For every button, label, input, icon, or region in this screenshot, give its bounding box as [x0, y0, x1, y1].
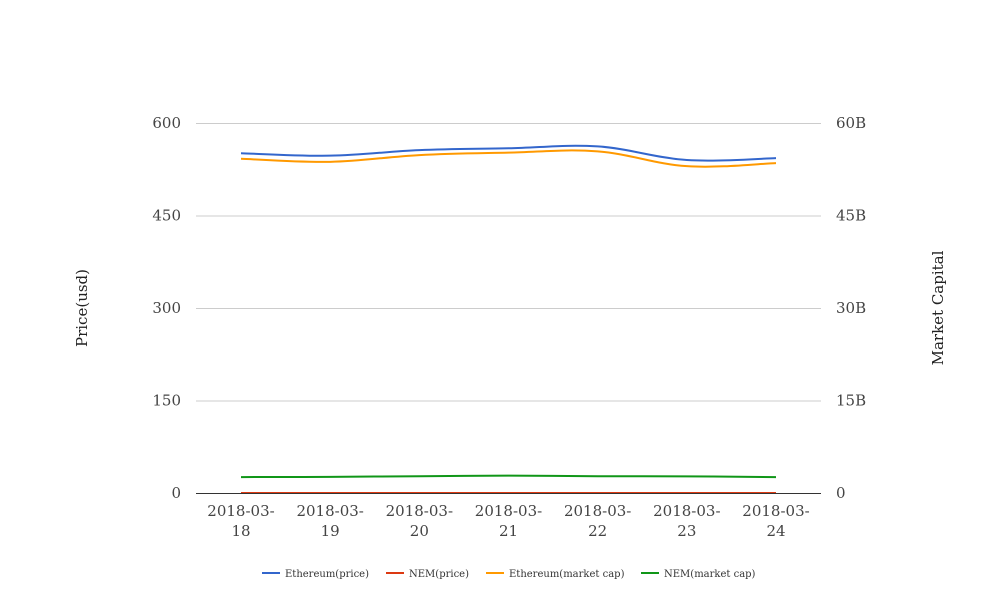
legend: Ethereum(price) NEM(price) Ethereum(market… — [262, 569, 756, 580]
x-tick-label: 2018-03-21 — [475, 502, 542, 540]
right-tick-label: 30B — [836, 299, 866, 317]
legend-item: Ethereum(market cap) — [486, 569, 625, 580]
legend-label: Ethereum(price) — [285, 569, 369, 580]
legend-item: Ethereum(price) — [262, 569, 369, 580]
x-tick-label: 2018-03-22 — [564, 502, 631, 540]
series-lines — [240, 144, 777, 495]
x-tick-label: 2018-03-20 — [386, 502, 453, 540]
legend-item: NEM(market cap) — [641, 569, 756, 580]
left-tick-label: 300 — [152, 299, 181, 317]
x-tick-label: 2018-03-24 — [742, 502, 809, 540]
grid-lines — [196, 123, 821, 402]
legend-item: NEM(price) — [386, 569, 469, 580]
legend-label: NEM(price) — [409, 569, 469, 580]
x-tick-label: 2018-03-18 — [207, 502, 274, 540]
right-tick-label: 45B — [836, 207, 866, 225]
x-tick-label: 2018-03-23 — [653, 502, 720, 540]
right-tick-label: 0 — [836, 484, 846, 502]
left-tick-label: 0 — [171, 484, 181, 502]
right-axis-ticks: 0 15B 30B 45B 60B — [836, 114, 866, 502]
right-tick-label: 60B — [836, 114, 866, 132]
right-axis-title: Market Capital — [929, 250, 947, 365]
left-tick-label: 450 — [152, 207, 181, 225]
series-line-ethereum-market-cap — [240, 149, 777, 168]
left-tick-label: 150 — [152, 392, 181, 410]
right-tick-label: 15B — [836, 392, 866, 410]
series-line-nem-market-cap — [240, 474, 777, 479]
legend-label: NEM(market cap) — [664, 569, 756, 580]
series-line-ethereum-price — [240, 144, 777, 162]
left-tick-label: 600 — [152, 114, 181, 132]
left-axis-ticks: 0 150 300 450 600 — [152, 114, 181, 502]
legend-label: Ethereum(market cap) — [509, 569, 625, 580]
x-axis-ticks: 2018-03-18 2018-03-19 2018-03-20 2018-03-21… — [207, 502, 809, 540]
x-tick-label: 2018-03-19 — [296, 502, 363, 540]
left-axis-title: Price(usd) — [73, 269, 91, 347]
